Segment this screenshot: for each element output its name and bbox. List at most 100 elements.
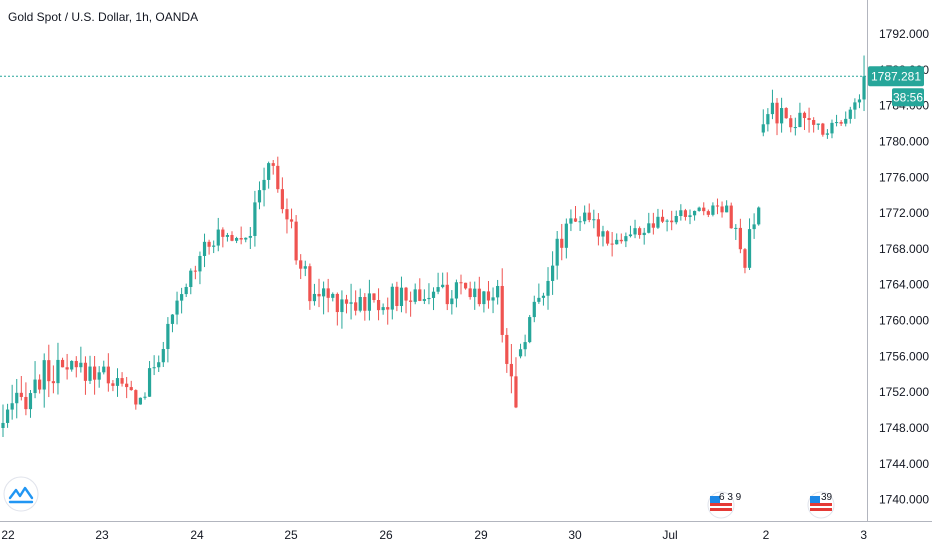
- time-tick-label: 2: [763, 528, 770, 542]
- candle-body: [404, 287, 408, 301]
- candle-body: [5, 409, 10, 423]
- candle-body: [170, 314, 175, 324]
- logo-badge[interactable]: [3, 476, 39, 512]
- candle-body: [560, 238, 564, 248]
- candle-body: [725, 205, 729, 213]
- candle-body: [267, 163, 271, 180]
- candle-body: [496, 285, 500, 298]
- candle-body: [33, 379, 37, 394]
- price-tick-label: 1772.000: [879, 206, 929, 220]
- candle-body: [422, 299, 426, 301]
- candle-body: [711, 205, 715, 215]
- candle-body: [111, 383, 115, 386]
- price-tick-label: 1748.000: [879, 421, 929, 435]
- us-flag-canton-icon: [710, 496, 720, 503]
- candles-layer: [1, 55, 866, 437]
- price-tick-label: 1768.000: [879, 242, 929, 256]
- candle-body: [221, 229, 225, 237]
- candle-body: [747, 229, 752, 268]
- last-price-label: 1787.281: [871, 69, 921, 83]
- candle-body: [83, 362, 88, 381]
- event-badge-2[interactable]: 39: [807, 491, 835, 519]
- candle-body: [349, 302, 353, 304]
- event-badge-1[interactable]: 6 3 9: [707, 491, 742, 519]
- candle-body: [257, 190, 262, 203]
- candle-body: [436, 287, 440, 292]
- candle-body: [285, 209, 289, 220]
- price-tick-label: 1764.000: [879, 278, 929, 292]
- candle-body: [541, 295, 546, 298]
- candle-body: [312, 293, 317, 302]
- candle-body: [60, 359, 65, 368]
- candle-body: [271, 163, 275, 166]
- candle-body: [610, 243, 614, 245]
- candle-body: [486, 291, 491, 301]
- candle-body: [10, 403, 14, 410]
- candle-body: [28, 393, 33, 410]
- candle-body: [15, 392, 19, 404]
- candle-body: [743, 249, 747, 268]
- candle-body: [280, 189, 284, 210]
- candle-body: [74, 360, 78, 368]
- candle-body: [244, 237, 248, 240]
- candle-body: [381, 307, 385, 311]
- us-flag-stripe-icon: [710, 508, 732, 511]
- chart-logo-icon: [8, 486, 34, 500]
- candle-body: [262, 179, 266, 191]
- candle-body: [825, 133, 829, 135]
- candle-body: [738, 227, 742, 250]
- candle-body: [79, 362, 83, 368]
- candle-body: [697, 207, 701, 211]
- candle-body: [294, 221, 298, 261]
- candle-body: [656, 216, 660, 228]
- candle-body: [523, 342, 527, 350]
- candle-body: [761, 124, 765, 133]
- candle-body: [619, 239, 623, 242]
- price-tick-label: 1792.000: [879, 27, 929, 41]
- candle-body: [399, 287, 404, 307]
- candle-body: [248, 235, 252, 238]
- candle-body: [106, 366, 110, 384]
- candle-body: [638, 228, 642, 236]
- candle-body: [303, 266, 307, 269]
- candle-body: [770, 102, 775, 115]
- price-tick-label: 1740.000: [879, 493, 929, 507]
- candle-body: [789, 118, 793, 128]
- time-tick-label: Jul: [662, 528, 677, 542]
- candle-body: [189, 270, 193, 287]
- bar-countdown-label: 38:56: [893, 90, 923, 104]
- time-tick-label: 22: [1, 528, 15, 542]
- candle-body: [230, 235, 234, 241]
- candle-body: [335, 293, 339, 313]
- candle-body: [42, 360, 46, 390]
- candle-body: [454, 282, 459, 299]
- candle-body: [358, 297, 362, 311]
- candle-body: [573, 218, 578, 222]
- candle-body: [509, 363, 513, 377]
- candle-body: [651, 223, 655, 228]
- candle-body: [175, 300, 179, 315]
- candle-body: [239, 238, 243, 240]
- candle-body: [1, 422, 5, 428]
- candle-body: [88, 366, 92, 381]
- candle-body: [367, 293, 371, 311]
- candle-body: [129, 387, 133, 391]
- candle-body: [592, 219, 596, 221]
- time-axis[interactable]: 22 23 24 25 26 29 30 Jul 2 3: [1, 528, 867, 542]
- candle-body: [853, 102, 857, 110]
- candle-body: [587, 212, 591, 220]
- candle-body: [445, 284, 449, 305]
- candle-body: [766, 114, 770, 125]
- candle-body: [821, 123, 825, 135]
- time-tick-label: 30: [568, 528, 582, 542]
- candle-body: [157, 362, 161, 368]
- candle-body: [688, 215, 692, 217]
- candle-body: [134, 390, 138, 405]
- candle-body: [757, 207, 761, 225]
- candle-body: [376, 300, 381, 311]
- candle-body: [212, 245, 216, 247]
- candle-body: [418, 289, 422, 301]
- candle-body: [138, 397, 142, 405]
- candle-body: [93, 366, 97, 380]
